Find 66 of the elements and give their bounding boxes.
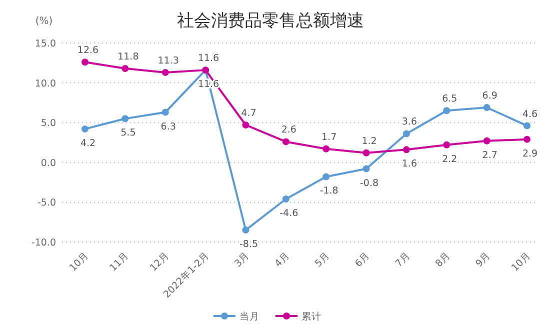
data-label: 2.2: [442, 154, 458, 165]
point: [162, 68, 169, 76]
x-tick-label: 7月: [393, 250, 413, 270]
data-label: 4.7: [241, 108, 256, 119]
y-tick-label: 5.0: [40, 118, 56, 130]
point: [242, 121, 250, 128]
x-tick-label: 11月: [108, 250, 132, 274]
point: [443, 107, 450, 114]
data-label: 1.7: [322, 132, 337, 143]
legend-label: 当月: [240, 310, 260, 322]
data-label: -1.8: [320, 186, 338, 197]
data-label: 5.5: [120, 128, 136, 139]
point: [483, 137, 490, 144]
point: [402, 130, 410, 138]
x-tick-label: 3月: [232, 250, 252, 270]
x-tick-label: 5月: [313, 250, 332, 270]
data-label: 11.3: [158, 55, 179, 66]
point: [362, 149, 370, 156]
data-label: 2.7: [482, 150, 498, 161]
data-label: 4.6: [522, 108, 538, 120]
point: [122, 64, 129, 72]
x-tick-label: 8月: [434, 250, 453, 270]
point: [82, 125, 88, 132]
point: [162, 108, 169, 116]
data-label: 6.3: [160, 121, 176, 132]
point: [322, 145, 330, 152]
point: [483, 104, 490, 111]
data-label: 12.6: [77, 45, 99, 56]
point: [402, 146, 410, 154]
y-tick-label: -5.0: [37, 198, 56, 209]
point: [322, 173, 330, 180]
point: [122, 115, 129, 122]
chart-title: 社会消费品零售总额增速: [177, 11, 364, 31]
x-tick-label: 9月: [474, 250, 493, 270]
point: [443, 141, 450, 148]
x-tick-label: 4月: [272, 250, 292, 270]
data-label: 6.9: [482, 90, 498, 102]
data-label: -0.8: [360, 178, 379, 189]
x-tick-label: 10月: [68, 250, 92, 274]
data-label: 4.2: [80, 138, 96, 149]
point: [282, 138, 290, 146]
x-tick-label: 10月: [510, 250, 534, 274]
y-axis-title: (%): [35, 16, 53, 27]
data-label: -4.6: [280, 208, 298, 220]
data-label: 1.2: [362, 136, 377, 147]
point: [362, 165, 370, 172]
x-tick-label: 12月: [148, 250, 172, 274]
y-tick-label: 0.0: [40, 158, 56, 169]
data-label: 3.6: [402, 116, 418, 128]
point: [524, 136, 530, 143]
legend-label: 累计: [302, 310, 322, 322]
data-label: 2.9: [522, 148, 538, 160]
data-label: 2.6: [281, 124, 296, 136]
point: [524, 122, 530, 130]
data-label: 11.6: [198, 53, 220, 64]
y-tick-label: 15.0: [34, 38, 56, 50]
data-label: 6.5: [442, 94, 458, 105]
data-label: 11.8: [118, 51, 139, 62]
data-label: -8.5: [239, 239, 258, 250]
data-label: 1.6: [402, 158, 418, 170]
y-tick-label: 10.0: [34, 78, 56, 90]
x-tick-label: 6月: [353, 250, 372, 270]
point: [82, 58, 88, 66]
point: [242, 226, 250, 234]
y-tick-label: -10.0: [31, 238, 56, 248]
point: [282, 196, 290, 203]
